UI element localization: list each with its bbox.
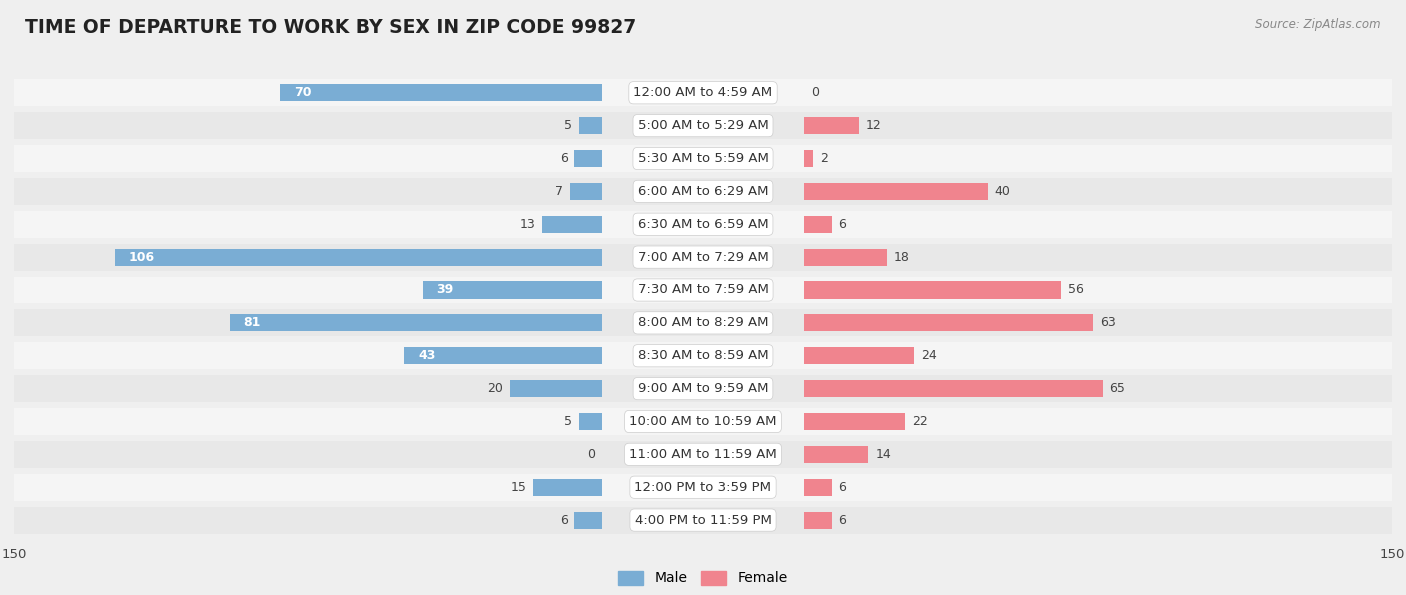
Text: TIME OF DEPARTURE TO WORK BY SEX IN ZIP CODE 99827: TIME OF DEPARTURE TO WORK BY SEX IN ZIP …	[25, 18, 637, 37]
Text: 2: 2	[820, 152, 828, 165]
Bar	[14, 211, 1392, 238]
Bar	[405, 347, 602, 364]
Text: 40: 40	[994, 185, 1011, 198]
Text: 18: 18	[894, 250, 910, 264]
Text: Source: ZipAtlas.com: Source: ZipAtlas.com	[1256, 18, 1381, 31]
Bar	[804, 281, 1062, 299]
Text: 20: 20	[488, 382, 503, 395]
Bar	[804, 512, 831, 528]
Text: 9:00 AM to 9:59 AM: 9:00 AM to 9:59 AM	[638, 382, 768, 395]
Bar	[14, 79, 1392, 107]
Text: 12:00 PM to 3:59 PM: 12:00 PM to 3:59 PM	[634, 481, 772, 494]
Text: 39: 39	[437, 283, 454, 296]
Bar	[804, 380, 1102, 397]
Text: 70: 70	[294, 86, 312, 99]
Text: 7:30 AM to 7:59 AM: 7:30 AM to 7:59 AM	[637, 283, 769, 296]
Bar	[14, 441, 1392, 468]
Bar	[804, 446, 869, 463]
Text: 5: 5	[564, 119, 572, 132]
Text: 6: 6	[838, 481, 846, 494]
Text: 8:00 AM to 8:29 AM: 8:00 AM to 8:29 AM	[638, 317, 768, 330]
Bar	[804, 249, 887, 265]
Bar	[14, 408, 1392, 435]
Text: 81: 81	[243, 317, 262, 330]
Text: 7: 7	[555, 185, 562, 198]
Text: 0: 0	[588, 448, 595, 461]
Text: 0: 0	[811, 86, 818, 99]
Bar	[804, 347, 914, 364]
Bar	[14, 309, 1392, 336]
Bar	[14, 112, 1392, 139]
Bar	[804, 478, 831, 496]
Bar	[115, 249, 602, 265]
Text: 63: 63	[1101, 317, 1116, 330]
Text: 6:00 AM to 6:29 AM: 6:00 AM to 6:29 AM	[638, 185, 768, 198]
Text: 6: 6	[838, 218, 846, 231]
Bar	[804, 117, 859, 134]
Bar	[579, 413, 602, 430]
Bar	[575, 150, 602, 167]
Bar	[569, 183, 602, 200]
Bar	[804, 314, 1094, 331]
Bar	[579, 117, 602, 134]
Bar	[575, 512, 602, 528]
Bar	[14, 342, 1392, 369]
Text: 5:30 AM to 5:59 AM: 5:30 AM to 5:59 AM	[637, 152, 769, 165]
Bar	[804, 150, 813, 167]
Text: 13: 13	[520, 218, 536, 231]
Text: 6: 6	[838, 513, 846, 527]
Text: 106: 106	[129, 250, 155, 264]
Text: 10:00 AM to 10:59 AM: 10:00 AM to 10:59 AM	[630, 415, 776, 428]
Bar	[231, 314, 602, 331]
Bar	[14, 145, 1392, 172]
Bar	[533, 478, 602, 496]
Bar	[804, 183, 988, 200]
Text: 56: 56	[1069, 283, 1084, 296]
Bar	[14, 474, 1392, 500]
Bar	[423, 281, 602, 299]
Text: 43: 43	[418, 349, 436, 362]
Bar	[543, 216, 602, 233]
Text: 6: 6	[560, 152, 568, 165]
Text: 8:30 AM to 8:59 AM: 8:30 AM to 8:59 AM	[638, 349, 768, 362]
Bar	[280, 84, 602, 101]
Text: 6:30 AM to 6:59 AM: 6:30 AM to 6:59 AM	[638, 218, 768, 231]
Text: 11:00 AM to 11:59 AM: 11:00 AM to 11:59 AM	[628, 448, 778, 461]
Bar	[510, 380, 602, 397]
Bar	[14, 375, 1392, 402]
Text: 4:00 PM to 11:59 PM: 4:00 PM to 11:59 PM	[634, 513, 772, 527]
Text: 12: 12	[866, 119, 882, 132]
Text: 22: 22	[912, 415, 928, 428]
Legend: Male, Female: Male, Female	[613, 565, 793, 591]
Text: 6: 6	[560, 513, 568, 527]
Text: 7:00 AM to 7:29 AM: 7:00 AM to 7:29 AM	[638, 250, 768, 264]
Bar	[14, 243, 1392, 271]
Text: 5:00 AM to 5:29 AM: 5:00 AM to 5:29 AM	[638, 119, 768, 132]
Bar	[14, 506, 1392, 534]
Text: 65: 65	[1109, 382, 1125, 395]
Text: 12:00 AM to 4:59 AM: 12:00 AM to 4:59 AM	[634, 86, 772, 99]
Text: 14: 14	[875, 448, 891, 461]
Text: 5: 5	[564, 415, 572, 428]
Text: 24: 24	[921, 349, 936, 362]
Bar	[14, 178, 1392, 205]
Bar	[14, 277, 1392, 303]
Bar	[804, 413, 905, 430]
Bar	[804, 216, 831, 233]
Text: 15: 15	[510, 481, 526, 494]
